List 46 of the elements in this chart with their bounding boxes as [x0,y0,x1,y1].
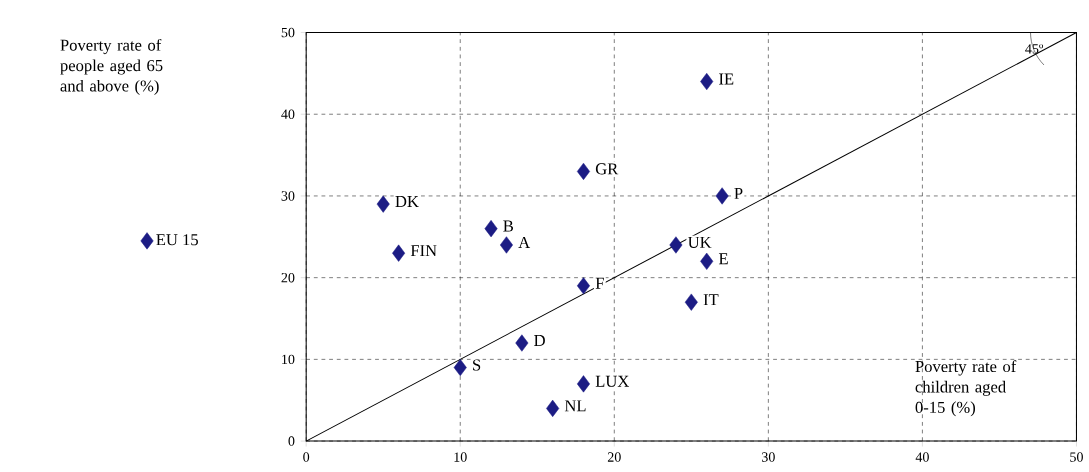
annotation: LUX [595,375,630,387]
point [515,334,529,352]
annotation: IT [703,294,719,306]
x-tick-label: 30 [762,452,775,462]
point [453,359,467,377]
annotation: D [534,335,545,347]
point [499,236,513,254]
y-tick-label: 50 [281,27,295,38]
point [715,187,729,205]
annotation: B [503,220,514,232]
x-axis-title: Poverty rate of children aged 0-15 (%) [915,360,1017,417]
annotation: NL [564,400,586,412]
point [484,220,498,238]
x-tick-label: 0 [303,452,310,462]
point [577,163,590,181]
point [577,375,590,393]
annotation: E [718,253,728,265]
annotation: F [595,277,604,289]
y-tick-label: 0 [288,436,295,446]
x-tick-label: 50 [1070,452,1083,462]
annotation: S [473,359,481,371]
point [700,73,714,91]
annotation: GR [595,163,619,175]
y-tick-label: 30 [281,191,295,201]
text: Poverty rate of people aged 65 and above (%) [60,39,163,96]
point [392,244,406,262]
y-tick-label: 10 [282,354,295,365]
annotation: P [734,188,743,199]
point [376,195,390,213]
annotation: UK [687,237,712,249]
x-tick-label: 10 [454,452,467,462]
annotation: DK [395,196,419,208]
annotation: FIN [410,245,437,257]
annotation: A [518,237,531,249]
point [577,277,590,295]
legend-label: EU 15 [156,234,198,246]
annotation: IE [719,73,734,85]
x-tick-label: 40 [915,452,929,462]
point [684,293,698,311]
point [669,236,683,254]
point [546,399,560,418]
annotation: 45º [1025,44,1044,54]
x-tick-label: 20 [607,452,621,462]
y-tick-label: 40 [281,109,295,120]
point [700,252,714,270]
y-tick-label: 20 [281,273,295,283]
